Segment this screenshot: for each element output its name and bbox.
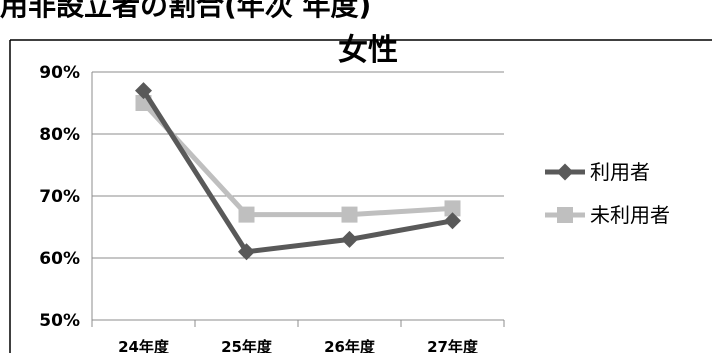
- axes: [9, 39, 712, 353]
- data-point-square: [557, 207, 573, 223]
- series-line: [141, 101, 453, 218]
- data-point-diamond: [341, 230, 358, 248]
- series-1: [135, 82, 461, 261]
- y-tick-label: 90%: [39, 63, 80, 83]
- legend-label: 利用者: [590, 160, 650, 184]
- y-tick-label: 80%: [39, 125, 80, 145]
- labels: 50% 60% 70% 80% 90% 24年度 25年度 26年度 27年度 女性: [39, 33, 479, 353]
- x-category-label: 27年度: [427, 338, 479, 353]
- y-tick-label: 50%: [39, 311, 80, 331]
- x-category-label: 25年度: [221, 338, 273, 353]
- data-point-diamond: [556, 163, 574, 181]
- legend-item: 未利用者: [545, 203, 670, 227]
- data-point-square: [238, 206, 255, 223]
- series-group: [135, 82, 461, 261]
- data-point-diamond: [238, 243, 255, 261]
- data-point-square: [341, 206, 358, 223]
- series-line: [141, 89, 453, 255]
- x-category-label: 24年度: [118, 338, 170, 353]
- x-category-label: 26年度: [324, 338, 376, 353]
- legend-item: 利用者: [545, 160, 650, 184]
- page-header: 用非設立者の割合(年次 年度): [0, 0, 372, 22]
- y-tick-label: 70%: [39, 187, 80, 207]
- y-tick-label: 60%: [39, 249, 80, 269]
- chart-title: 女性: [338, 33, 398, 68]
- legend-label: 未利用者: [590, 203, 670, 227]
- data-point-diamond: [444, 212, 461, 230]
- data-point-diamond: [135, 82, 152, 100]
- data-point-square: [444, 200, 461, 217]
